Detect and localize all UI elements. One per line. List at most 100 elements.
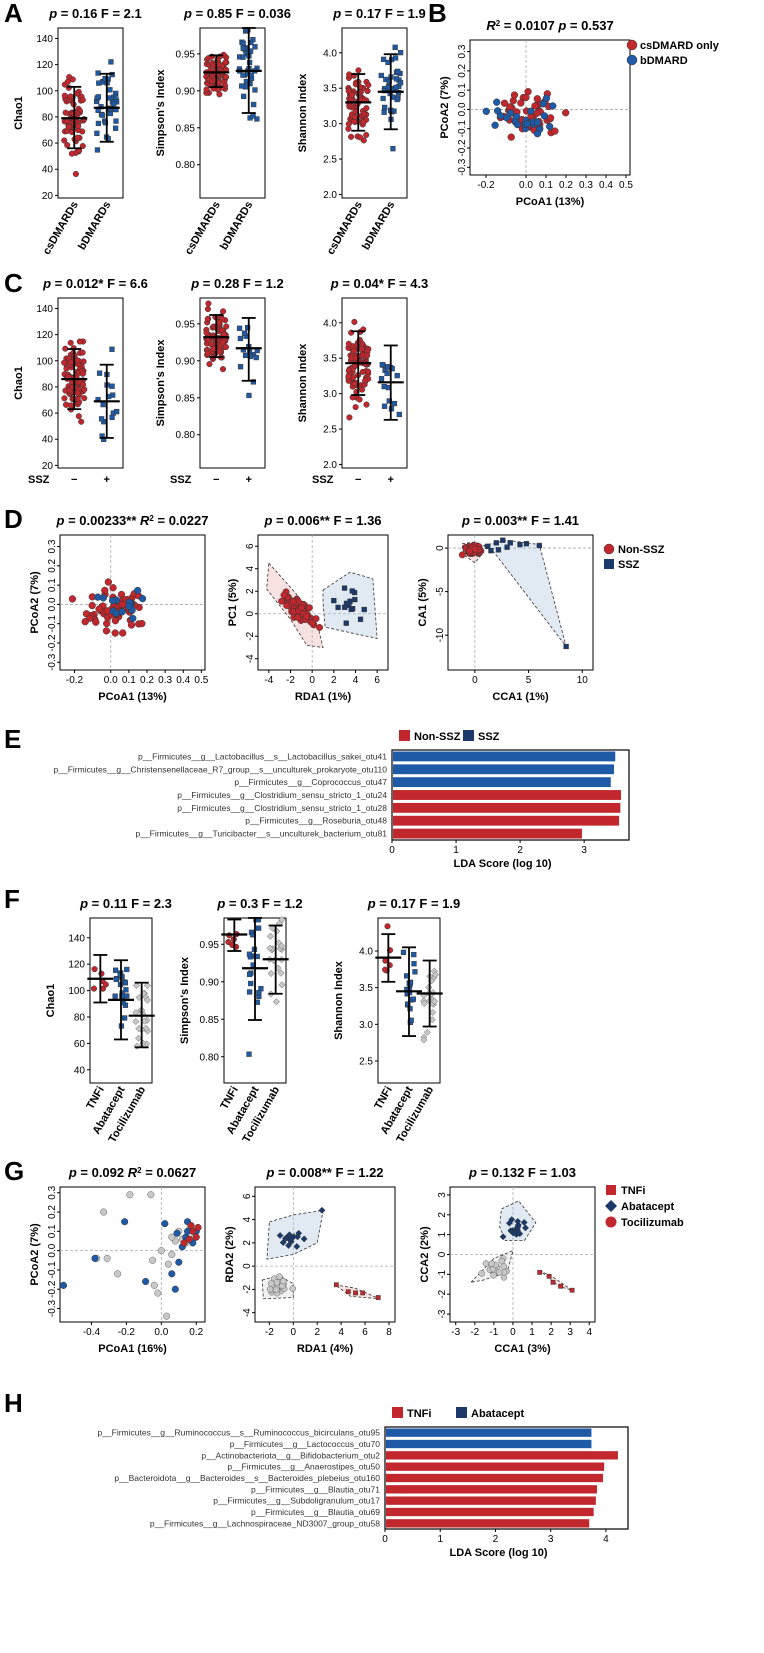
legend-label: csDMARD only bbox=[640, 40, 720, 52]
bar bbox=[386, 1439, 592, 1449]
data-point bbox=[216, 91, 223, 98]
data-point bbox=[91, 966, 98, 973]
data-point bbox=[351, 113, 358, 121]
data-point bbox=[68, 150, 75, 157]
data-point bbox=[251, 101, 257, 108]
bar bbox=[393, 751, 616, 762]
data-point bbox=[493, 540, 499, 546]
data-point bbox=[244, 325, 251, 331]
bar bbox=[386, 1507, 594, 1517]
data-point bbox=[121, 1015, 128, 1021]
data-point bbox=[357, 616, 364, 622]
legend-label: Non-SSZ bbox=[618, 544, 665, 556]
y-tick-label: -3 bbox=[437, 1309, 448, 1318]
data-point bbox=[360, 119, 367, 126]
plot-frame bbox=[254, 1186, 396, 1323]
y-tick-label: -2 bbox=[437, 1289, 448, 1298]
chart-f3: p = 0.17 F = 1.9 2.5 3.0 3.5 4.0 Shannon Inde… bbox=[333, 896, 460, 1145]
y-tick-label: 80 bbox=[42, 382, 54, 393]
data-point bbox=[266, 932, 274, 940]
y-tick-label: -0.3 bbox=[47, 653, 58, 671]
data-point bbox=[308, 619, 316, 627]
plot-frame bbox=[199, 297, 266, 469]
legend-label: Non-SSZ bbox=[414, 731, 461, 743]
data-point bbox=[411, 961, 417, 967]
data-point bbox=[278, 981, 286, 989]
y-tick-label: -5 bbox=[435, 587, 446, 596]
y-axis-label: CCA2 (2%) bbox=[419, 1226, 431, 1283]
data-point bbox=[536, 542, 542, 549]
data-point bbox=[569, 1287, 575, 1293]
legend-marker bbox=[604, 559, 614, 569]
data-point bbox=[101, 436, 107, 442]
data-point bbox=[546, 114, 555, 122]
data-point bbox=[95, 120, 102, 127]
data-point bbox=[250, 379, 257, 385]
y-tick-label: 0.95 bbox=[200, 940, 220, 951]
data-point bbox=[121, 1218, 129, 1226]
y-tick-label: 0 bbox=[245, 611, 256, 617]
data-point bbox=[237, 364, 244, 370]
y-tick-label: 40 bbox=[74, 1065, 86, 1076]
y-tick-label: 2.5 bbox=[323, 425, 337, 436]
x-axis-label: RDA1 (4%) bbox=[297, 1343, 354, 1355]
x-tick-label: 0 bbox=[291, 1327, 297, 1338]
y-tick-label: 120 bbox=[36, 330, 53, 341]
data-point bbox=[138, 619, 146, 628]
data-point bbox=[187, 1222, 195, 1230]
x-tick-label: 0 bbox=[309, 675, 315, 686]
data-point bbox=[482, 107, 490, 115]
x-tick-label: 0 bbox=[389, 845, 395, 856]
data-point bbox=[343, 620, 349, 626]
bar-label: p__Firmicutes__g__Ruminococcus__s__Rumin… bbox=[97, 1428, 380, 1438]
category-label: + bbox=[388, 474, 394, 486]
data-point bbox=[357, 134, 364, 141]
category-label: bDMARDs bbox=[76, 200, 113, 253]
data-point bbox=[278, 942, 286, 950]
data-point bbox=[98, 416, 105, 422]
data-point bbox=[250, 37, 256, 43]
y-axis-label: Shannon Index bbox=[297, 343, 309, 423]
data-point bbox=[114, 409, 120, 415]
data-point bbox=[112, 609, 120, 617]
y-axis-label: Shannon Index bbox=[297, 73, 309, 153]
y-tick-label: -4 bbox=[242, 1308, 253, 1317]
data-point bbox=[380, 95, 386, 102]
legend-label: bDMARD bbox=[640, 55, 688, 67]
y-tick-label: 0.80 bbox=[200, 1052, 220, 1063]
category-label: csDMARDs bbox=[41, 200, 81, 257]
data-point bbox=[185, 1235, 193, 1243]
data-point bbox=[545, 122, 554, 131]
bar-label: p__Firmicutes__g__Christensenellaceae_R7… bbox=[54, 764, 388, 774]
y-tick-label: 0.1 bbox=[457, 83, 468, 97]
data-point bbox=[522, 1224, 529, 1232]
data-point bbox=[143, 982, 151, 990]
data-point bbox=[79, 370, 86, 377]
x-tick-label: 0.4 bbox=[176, 675, 190, 686]
data-point bbox=[65, 123, 72, 131]
data-point bbox=[239, 83, 245, 89]
y-tick-label: 40 bbox=[42, 435, 54, 446]
panel-label-d: D bbox=[4, 504, 23, 534]
data-point bbox=[272, 1286, 280, 1293]
chart-d3: 0 5 10 0 -5 -10 CCA1 (1%) CA1 (5%) p = 0.003** F… bbox=[417, 513, 665, 703]
data-point bbox=[154, 1289, 162, 1297]
data-point bbox=[68, 595, 77, 603]
data-point bbox=[517, 541, 523, 548]
y-tick-label: 80 bbox=[74, 1013, 86, 1024]
bar-label: p__Firmicutes__g__Roseburia_otu48 bbox=[245, 816, 387, 826]
legend-marker bbox=[606, 1185, 616, 1195]
data-point bbox=[380, 56, 387, 62]
legend-marker bbox=[392, 1407, 403, 1418]
x-tick-label: 1 bbox=[529, 1327, 535, 1338]
data-point bbox=[356, 396, 363, 403]
y-tick-label: -0.1 bbox=[47, 615, 58, 633]
data-point bbox=[266, 1285, 274, 1293]
data-point bbox=[280, 1277, 287, 1285]
bar-label: p__Firmicutes__g__Blautia_otu71 bbox=[251, 1484, 380, 1494]
data-point bbox=[405, 1001, 411, 1007]
data-point bbox=[391, 400, 398, 407]
data-point bbox=[161, 1220, 169, 1228]
data-point bbox=[204, 306, 211, 313]
y-tick-label: 3.0 bbox=[323, 389, 337, 400]
